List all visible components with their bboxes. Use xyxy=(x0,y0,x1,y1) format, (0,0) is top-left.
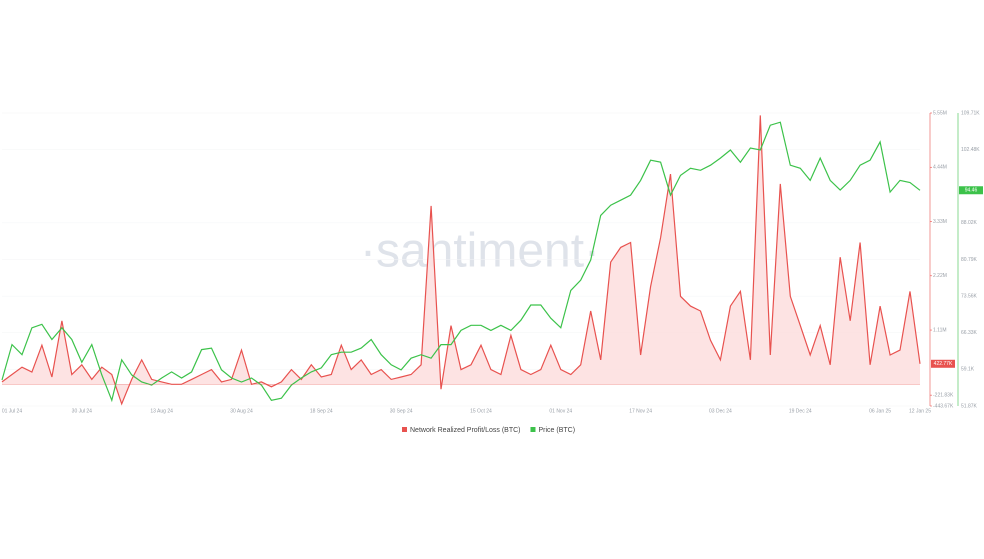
watermark: ·santiment· xyxy=(360,225,600,278)
y-tick-label: -443.67K xyxy=(933,403,954,409)
last-value-box xyxy=(931,359,955,368)
x-tick-label: 13 Aug 24 xyxy=(150,408,173,414)
x-tick-label: 17 Nov 24 xyxy=(629,408,652,414)
x-tick-label: 03 Dec 24 xyxy=(709,408,732,414)
legend-label: Price (BTC) xyxy=(538,427,575,434)
y-tick-label: 1.11M xyxy=(933,327,947,333)
legend-label: Network Realized Profit/Loss (BTC) xyxy=(410,427,520,434)
y-tick-label: 4.44M xyxy=(933,165,947,171)
x-tick-label: 01 Nov 24 xyxy=(549,408,572,414)
line xyxy=(1,121,921,403)
last-value-label: 94.46 xyxy=(965,188,978,194)
y2-tick-label: 88.02K xyxy=(961,220,978,226)
x-tick-label: 01 Jul 24 xyxy=(2,408,23,414)
x-tick-label: 19 Dec 24 xyxy=(789,408,812,414)
x-tick-label: 30 Aug 24 xyxy=(230,408,253,414)
y-tick-label: 2.22M xyxy=(933,273,947,279)
y2-tick-label: 59.1K xyxy=(961,367,975,373)
x-tick-label: 15 Oct 24 xyxy=(470,408,492,414)
x-tick-label: 30 Jul 24 xyxy=(72,408,93,414)
y-tick-label: -221.83K xyxy=(933,392,954,398)
x-tick-label: 12 Jan 25 xyxy=(909,408,931,414)
y2-tick-label: 102.48K xyxy=(961,147,980,153)
legend-swatch xyxy=(530,427,536,432)
y2-tick-label: 66.33K xyxy=(961,330,978,336)
y-tick-label: 3.33M xyxy=(933,219,947,225)
y2-tick-label: 80.79K xyxy=(961,257,978,263)
last-value-box xyxy=(959,186,983,195)
legend-swatch xyxy=(402,427,407,432)
x-tick-label: 18 Sep 24 xyxy=(310,408,333,414)
x-tick-label: 06 Jan 25 xyxy=(869,408,891,414)
x-tick-label: 30 Sep 24 xyxy=(390,408,413,414)
area xyxy=(2,115,920,404)
last-value-label: 422.77K xyxy=(934,361,953,367)
y-tick-label: 5.55M xyxy=(933,110,947,116)
y2-tick-label: 51.87K xyxy=(961,403,978,409)
y2-tick-label: 73.56K xyxy=(961,293,978,299)
line xyxy=(1,115,921,406)
y2-tick-label: 109.71K xyxy=(961,110,980,116)
